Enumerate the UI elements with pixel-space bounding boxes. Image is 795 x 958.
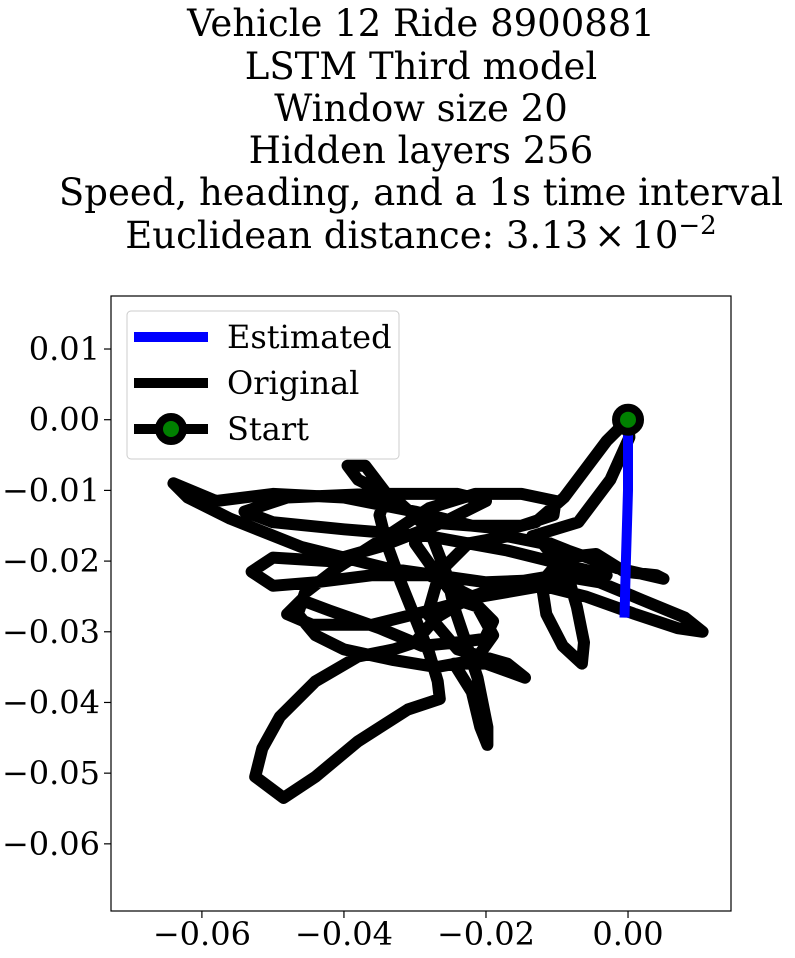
distance-prefix: Euclidean distance:	[125, 214, 506, 257]
title-line-1: Vehicle 12 Ride 8900881	[186, 2, 655, 45]
start-point-marker	[612, 403, 645, 436]
series-estimated-line	[619, 419, 633, 618]
y-tick-label: −0.05	[2, 754, 100, 792]
axis-ticks: −0.06 −0.04 −0.02 0.00 0.01 0.00 −0.01 −0.02 −0.…	[2, 330, 664, 953]
y-tick-label: 0.01	[29, 330, 100, 368]
y-tick-label: −0.01	[2, 471, 100, 509]
plot-frame	[110, 295, 732, 912]
y-tick-label: −0.06	[2, 825, 100, 863]
series-original-line	[167, 413, 709, 804]
distance-base: 10	[631, 214, 678, 257]
title-line-3: Window size 20	[274, 87, 568, 130]
x-tick-label: 0.00	[592, 915, 663, 953]
legend-original-label: Original	[227, 364, 359, 402]
x-tick-label: −0.04	[295, 915, 393, 953]
title-distance-line: Euclidean distance: 3.13 × 10−2	[125, 211, 716, 257]
x-tick-label: −0.06	[153, 915, 251, 953]
distance-mantissa: 3.13	[506, 214, 588, 257]
title-line-4: Hidden layers 256	[249, 129, 594, 172]
distance-exponent: −2	[678, 211, 716, 241]
chart-title: Vehicle 12 Ride 8900881 LSTM Third model…	[59, 2, 783, 257]
distance-times: ×	[594, 214, 625, 257]
legend-start-marker	[155, 413, 187, 445]
title-line-5: Speed, heading, and a 1s time interval	[59, 171, 783, 214]
legend-estimated-label: Estimated	[227, 318, 392, 356]
y-tick-label: −0.02	[2, 542, 100, 580]
legend-box	[126, 310, 400, 460]
x-tick-label: −0.02	[437, 915, 535, 953]
y-tick-label: −0.04	[2, 683, 100, 721]
y-tick-label: 0.00	[29, 401, 100, 439]
title-line-2: LSTM Third model	[245, 45, 598, 88]
series-layer	[167, 403, 709, 804]
legend-start-label: Start	[227, 410, 309, 448]
legend: Estimated Original Start	[126, 310, 400, 460]
y-tick-label: −0.03	[2, 613, 100, 651]
